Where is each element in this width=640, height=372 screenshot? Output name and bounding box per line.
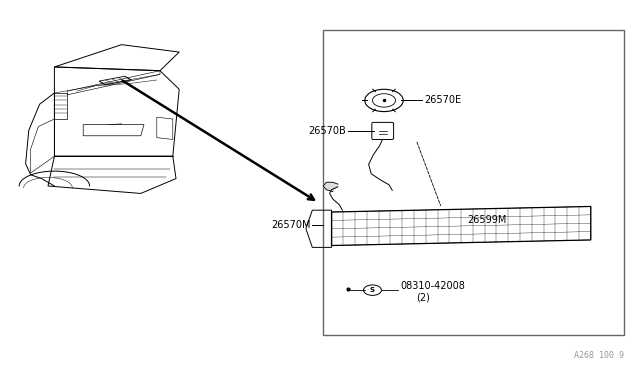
Text: (2): (2) xyxy=(416,293,430,302)
Text: 26599M: 26599M xyxy=(467,215,507,225)
Text: 26570E: 26570E xyxy=(424,96,461,105)
Polygon shape xyxy=(323,182,338,192)
Bar xyxy=(323,30,624,335)
Text: 26570B: 26570B xyxy=(308,126,346,136)
Text: A268 100 9: A268 100 9 xyxy=(574,351,624,360)
Text: 08310-42008: 08310-42008 xyxy=(400,282,465,291)
Text: S: S xyxy=(370,287,375,293)
Text: 26570M: 26570M xyxy=(271,220,310,230)
